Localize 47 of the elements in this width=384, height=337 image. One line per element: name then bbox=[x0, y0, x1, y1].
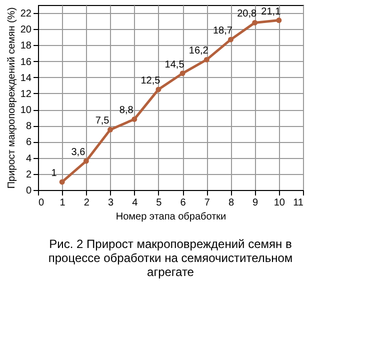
y-tick-label: 4 bbox=[26, 153, 32, 164]
text: Рис. 2 Прирост макроповреждений семян в процессе обработки на семяочистительном агрегате bbox=[48, 237, 293, 279]
x-tick-label: 9 bbox=[252, 198, 259, 208]
y-tick-label: 0 bbox=[26, 186, 32, 196]
data-label: 8,8 bbox=[119, 105, 134, 116]
y-tick-label: 10 bbox=[20, 105, 32, 116]
point bbox=[276, 18, 282, 24]
y-tick-label: 8 bbox=[26, 121, 32, 132]
data-label: 3,6 bbox=[71, 147, 86, 158]
y-tick-label: 16 bbox=[20, 56, 32, 68]
x-tick-label: 0 bbox=[38, 198, 44, 208]
point bbox=[83, 158, 89, 164]
data-label: 16,2 bbox=[188, 46, 209, 57]
y-axis-title: Прирост макроповреждений семян (%) bbox=[6, 7, 18, 189]
x-tick-label: 2 bbox=[84, 198, 90, 208]
x-tick-label: 5 bbox=[156, 198, 162, 208]
point bbox=[252, 20, 258, 26]
y-tick-label: 2 bbox=[26, 169, 32, 180]
x-tick-label: 11 bbox=[293, 198, 304, 208]
point bbox=[204, 56, 210, 62]
point bbox=[156, 86, 162, 92]
y-tick-label: 6 bbox=[26, 137, 32, 148]
x-tick-label: 4 bbox=[132, 198, 138, 208]
x-tick-label: 6 bbox=[180, 198, 186, 208]
x-tick-label: 3 bbox=[108, 198, 114, 208]
y-tick-label: 20 bbox=[20, 24, 32, 36]
data-label: 20,8 bbox=[237, 8, 257, 20]
x-tick-label: 1 bbox=[60, 198, 66, 208]
y-tick-label: 12 bbox=[20, 88, 32, 100]
data-label: 12,5 bbox=[140, 75, 161, 86]
point bbox=[132, 116, 138, 122]
point bbox=[228, 36, 234, 42]
y-tick-label: 14 bbox=[20, 72, 32, 84]
x-tick-label: 8 bbox=[228, 198, 234, 208]
point bbox=[180, 70, 186, 76]
data-label: 14,5 bbox=[164, 59, 185, 70]
x-tick-label: 10 bbox=[274, 198, 286, 208]
data-label: 1 bbox=[51, 168, 58, 179]
point bbox=[59, 179, 65, 185]
data-label: 18,7 bbox=[212, 26, 233, 37]
data-label: 7,5 bbox=[95, 116, 110, 127]
x-axis-title: Номер этапа обработки bbox=[116, 212, 226, 222]
y-tick-label: 22 bbox=[20, 8, 32, 20]
data-label: 21,1 bbox=[261, 6, 282, 18]
x-tick-label: 7 bbox=[204, 198, 210, 208]
y-tick-label: 18 bbox=[20, 40, 32, 52]
point bbox=[108, 126, 114, 132]
